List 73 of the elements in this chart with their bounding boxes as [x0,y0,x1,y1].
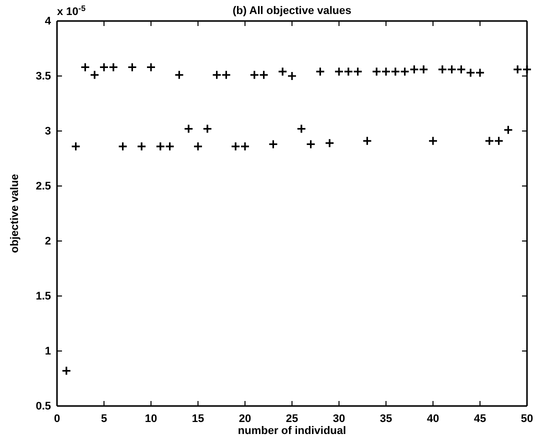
x-tick-label: 5 [100,412,108,425]
x-tick-label: 0 [54,412,60,425]
point [240,142,250,152]
point [221,70,231,80]
y-tick-label: 2 [44,236,51,248]
point [438,64,448,74]
x-tick-label: 40 [426,412,440,425]
point [193,142,203,152]
point [230,142,240,152]
point [71,142,81,152]
point [372,66,382,76]
y-tick-label: 2.5 [36,180,51,193]
point [418,64,428,74]
point [118,142,128,152]
y-tick-label: 1.5 [36,290,51,303]
x-tick-label: 30 [332,412,346,425]
point [381,66,391,76]
x-tick-label: 15 [192,412,204,425]
x-axis-title: number of individual [238,425,346,437]
point [306,139,316,149]
point [409,64,419,74]
point [136,142,146,152]
point [212,70,222,80]
point [62,366,72,376]
point [165,142,175,152]
x-tick-label: 20 [238,412,252,425]
point [315,66,325,76]
point [428,136,438,146]
point [512,64,522,74]
chart-title: (b) All objective values [232,5,352,17]
point [400,66,410,76]
y-axis-title: objective value [9,174,21,253]
point [362,136,372,146]
point [353,66,363,76]
text: x 10$^{-5}$ [57,4,86,18]
point [296,124,306,134]
point [250,70,260,80]
point [174,70,184,80]
x-tick-label: 35 [380,412,392,425]
point [503,125,513,135]
point [259,70,269,80]
point [334,66,344,76]
y-tick-label: 4 [44,16,52,28]
point [202,124,212,134]
point [324,138,334,148]
point [390,66,400,76]
point [90,70,100,80]
y-tick-label: 0.5 [36,400,51,413]
point [146,62,156,72]
y-tick-label: 3.5 [36,70,51,83]
point [268,139,278,149]
point [184,124,194,134]
y-tick-label: 1 [44,346,51,358]
point [108,62,118,72]
point [447,64,457,74]
y-tick-label: 3 [44,126,51,138]
point [494,136,504,146]
point [99,62,109,72]
point [278,66,288,76]
point [156,142,166,152]
point [344,66,354,76]
point [466,68,476,78]
x-tick-label: 25 [286,412,298,425]
x-tick-label: 50 [520,412,534,425]
point [127,62,137,72]
x-tick-label: 45 [474,412,486,425]
point [484,136,494,146]
point [456,64,466,74]
point [287,71,297,81]
point [522,64,532,74]
point [80,62,90,72]
point [475,68,485,78]
x-tick-label: 10 [144,412,158,425]
